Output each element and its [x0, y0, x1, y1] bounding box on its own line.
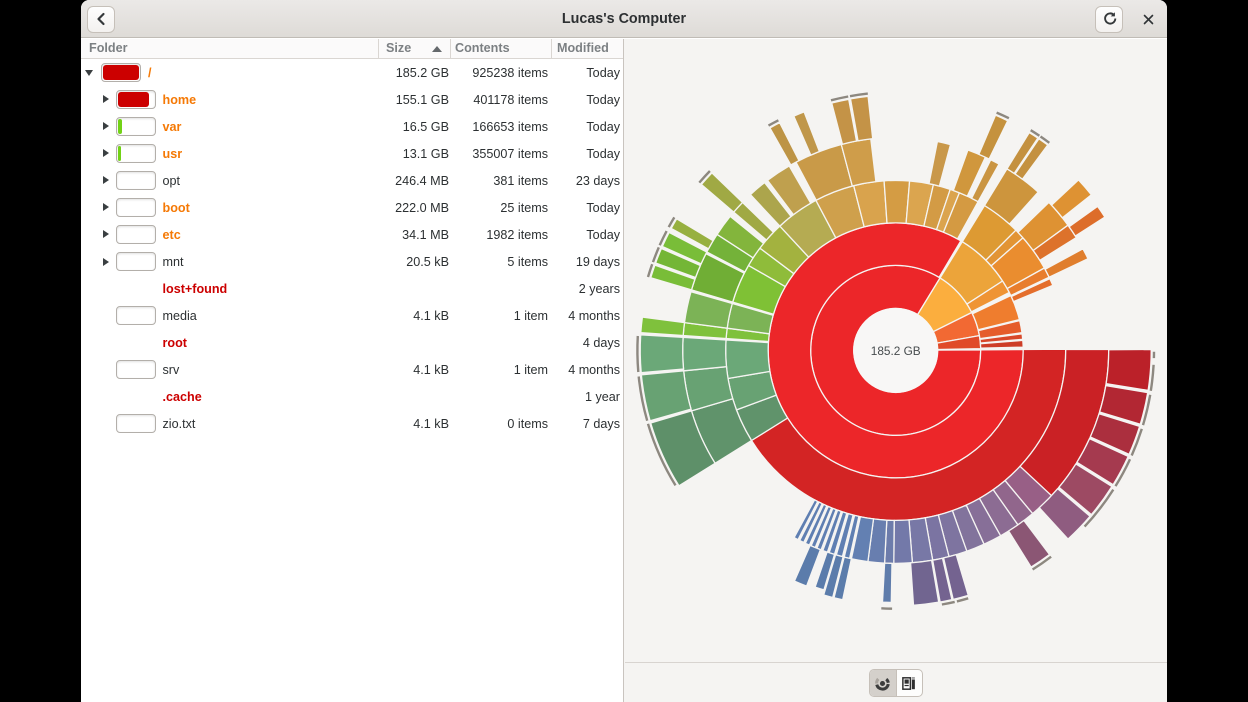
- svg-text:185.2 GB: 185.2 GB: [871, 344, 921, 358]
